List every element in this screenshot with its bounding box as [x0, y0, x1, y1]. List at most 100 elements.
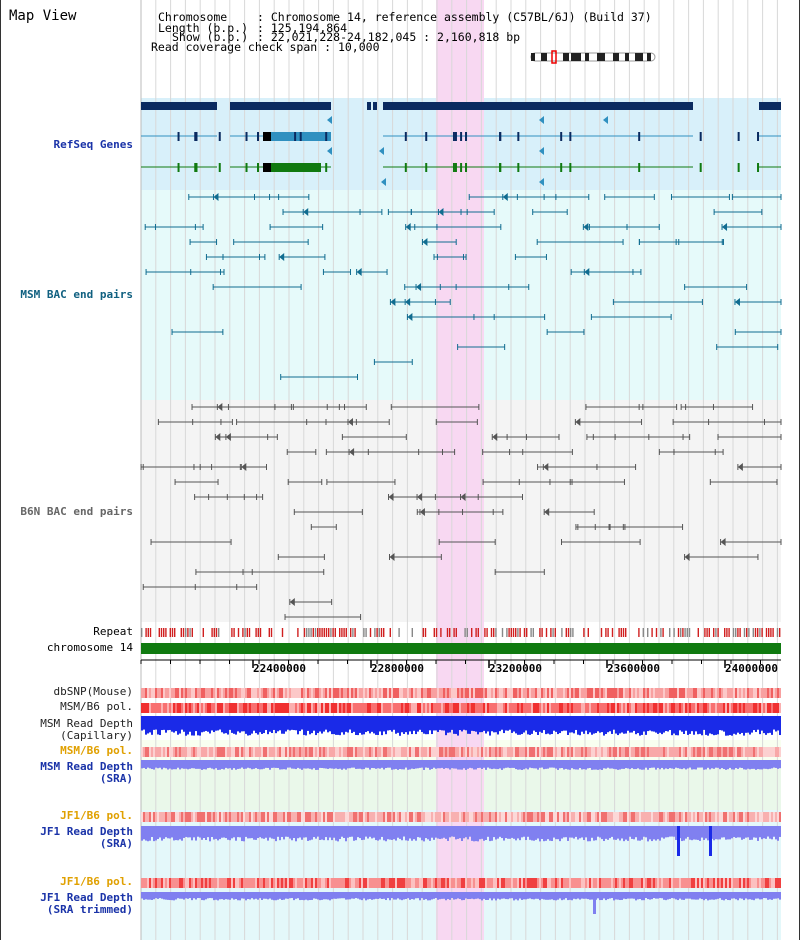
repeat-mark — [607, 628, 609, 637]
msm-pol-mark — [449, 703, 451, 713]
jf1-trim-pol-mark — [455, 878, 457, 888]
jf1-depth-bar — [235, 826, 237, 841]
jf1-trim-pol-mark — [381, 878, 383, 888]
dbsnp-mark — [209, 688, 211, 698]
msm-depth-cap-bar — [191, 716, 193, 736]
jf1-depth-bar — [501, 826, 503, 839]
jf1-trim-depth-bar — [397, 892, 399, 899]
chromosome-ideogram[interactable] — [531, 52, 657, 62]
jf1-depth-bar — [609, 826, 611, 839]
msm-sra-pol-mark — [737, 747, 739, 757]
jf1-trim-pol-mark — [321, 878, 323, 888]
jf1-depth-bar — [455, 826, 457, 840]
jf1-depth-bar — [423, 826, 425, 842]
repeat-mark — [169, 628, 171, 637]
msm-depth-sra-bar — [557, 760, 559, 770]
jf1-depth-bar — [459, 826, 461, 839]
jf1-trim-pol-mark — [499, 878, 501, 888]
msm-sra-pol-mark — [593, 747, 595, 757]
msm-depth-sra-bar — [339, 760, 341, 769]
jf1-depth-bar — [651, 826, 653, 842]
msm-depth-cap-bar — [595, 716, 597, 734]
msm-sra-pol-mark — [251, 747, 253, 757]
msm-sra-pol-mark — [227, 747, 229, 757]
jf1-trim-pol-mark — [723, 878, 725, 888]
axis-tick-label: 22800000 — [371, 662, 424, 675]
jf1-trim-pol-mark — [675, 878, 677, 888]
msm-depth-sra-bar — [447, 760, 449, 769]
msm-depth-sra-bar — [477, 760, 479, 769]
msm-pol-mark — [705, 703, 707, 713]
dbsnp-mark — [223, 688, 225, 698]
msm-sra-pol-mark — [159, 747, 161, 757]
jf1-depth-bar — [653, 826, 655, 840]
jf1-trim-depth-bar — [367, 892, 369, 900]
jf1-trim-pol-mark — [371, 878, 373, 888]
track-label-msm-bac[interactable]: MSM BAC end pairs — [20, 288, 133, 301]
jf1-pol-mark — [599, 812, 601, 822]
msm-depth-cap-bar — [477, 716, 479, 735]
dbsnp-mark — [177, 688, 179, 698]
ideogram-band — [613, 53, 619, 61]
gene-exon — [245, 132, 248, 141]
jf1-depth-bar — [625, 826, 627, 840]
dbsnp-mark — [155, 688, 157, 698]
msm-depth-cap-bar — [359, 716, 361, 733]
dbsnp-mark — [719, 688, 721, 698]
jf1-trim-pol-mark — [695, 878, 697, 888]
msm-sra-pol-mark — [273, 747, 275, 757]
jf1-pol-mark — [417, 812, 419, 822]
jf1-trim-pol-mark — [633, 878, 635, 888]
jf1-trim-depth-bar — [179, 892, 181, 899]
repeat-mark — [523, 628, 526, 637]
jf1-depth-bar — [201, 826, 203, 840]
msm-pol-mark — [395, 703, 397, 713]
msm-depth-cap-bar — [145, 716, 147, 735]
msm-sra-pol-mark — [453, 747, 455, 757]
jf1-pol-mark — [569, 812, 571, 822]
dbsnp-mark — [385, 688, 387, 698]
msm-depth-sra-bar — [451, 760, 453, 769]
b6n-bac-pair — [543, 463, 549, 471]
msm-depth-cap-bar — [171, 716, 173, 732]
jf1-trim-depth-bar — [259, 892, 261, 899]
gene-exon — [517, 132, 520, 141]
jf1-pol-mark — [531, 812, 533, 822]
dbsnp-mark — [627, 688, 629, 698]
jf1-trim-pol-mark — [727, 878, 729, 888]
msm-depth-cap-bar — [765, 716, 767, 735]
msm-sra-pol-mark — [197, 747, 199, 757]
jf1-pol-mark — [451, 812, 453, 822]
jf1-depth-bar — [763, 826, 765, 839]
jf1-trim-depth-bar — [331, 892, 333, 900]
msm-depth-cap-bar — [659, 716, 661, 733]
jf1-trim-depth-bar — [357, 892, 359, 899]
jf1-trim-depth-bar — [185, 892, 187, 899]
msm-depth-sra-bar — [287, 760, 289, 768]
msm-sra-pol-mark — [161, 747, 163, 757]
repeat-mark — [242, 628, 244, 637]
msm-depth-sra-bar — [625, 760, 627, 769]
msm-depth-sra-bar — [381, 760, 383, 768]
gene-exon — [294, 132, 297, 141]
dbsnp-mark — [249, 688, 251, 698]
jf1-trim-pol-mark — [661, 878, 663, 888]
jf1-trim-pol-mark — [505, 878, 507, 888]
jf1-trim-pol-mark — [153, 878, 155, 888]
jf1-trim-depth-bar — [669, 892, 671, 899]
jf1-trim-depth-bar — [337, 892, 339, 899]
jf1-trim-depth-bar — [399, 892, 401, 900]
dbsnp-mark — [581, 688, 583, 698]
msm-depth-sra-bar — [331, 760, 333, 769]
track-label-refseq[interactable]: RefSeq Genes — [53, 138, 133, 151]
msm-depth-sra-bar — [663, 760, 665, 770]
msm-depth-sra-bar — [623, 760, 625, 769]
track-label-b6n-bac[interactable]: B6N BAC end pairs — [20, 505, 133, 518]
msm-sra-pol-mark — [181, 747, 183, 757]
dbsnp-mark — [393, 688, 395, 698]
jf1-depth-bar — [397, 826, 399, 838]
msm-pol-mark — [629, 703, 631, 713]
jf1-trim-depth-bar — [469, 892, 471, 900]
